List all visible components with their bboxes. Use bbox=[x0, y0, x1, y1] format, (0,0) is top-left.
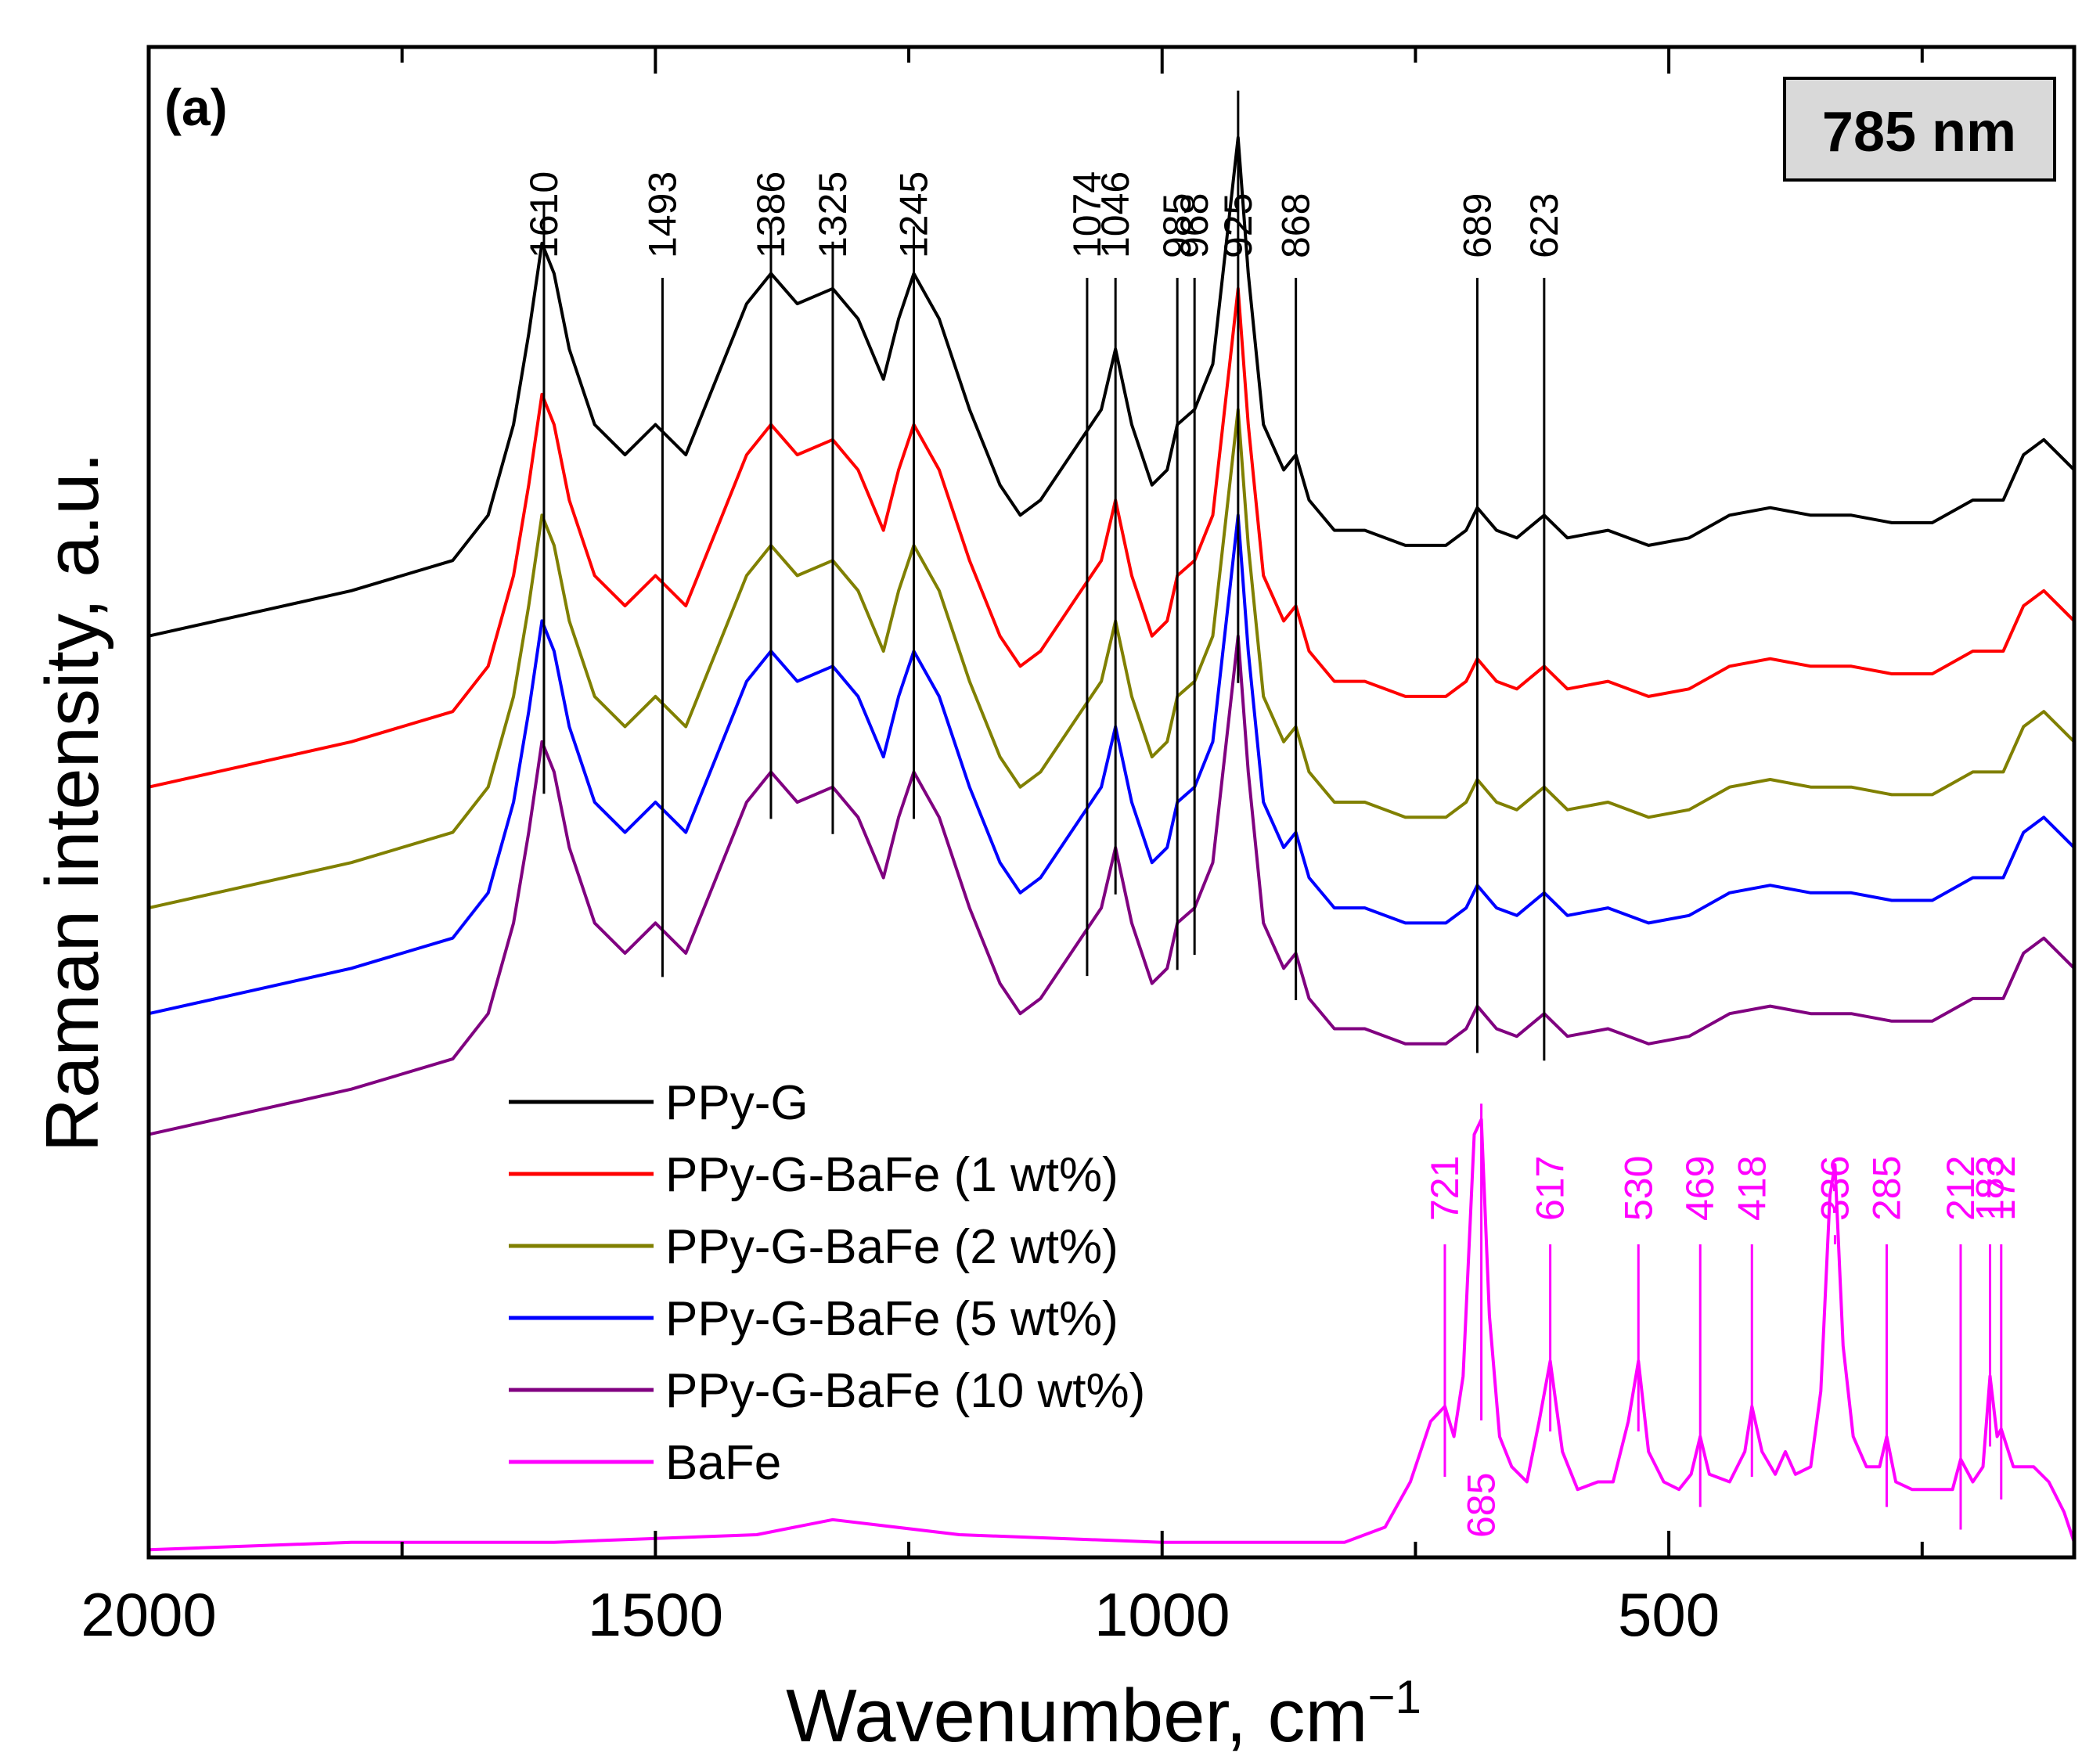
ppy-peak-label-968: 968 bbox=[1172, 193, 1216, 258]
x-tick-label-1000: 1000 bbox=[1094, 1580, 1230, 1649]
ppy-peak-label-868: 868 bbox=[1274, 193, 1318, 258]
ppy-peak-label-1074: 1074 bbox=[1065, 171, 1109, 258]
bafe-peak-label-212: 212 bbox=[1939, 1156, 1983, 1221]
bafe-peak-label-172: 172 bbox=[1979, 1156, 2023, 1221]
excitation-badge bbox=[1783, 77, 2056, 182]
ppy-peak-label-1610: 1610 bbox=[522, 171, 566, 258]
ppy-peak-label-1325: 1325 bbox=[811, 171, 855, 258]
ppy-peak-label-623: 623 bbox=[1522, 193, 1566, 258]
x-tick-label-2000: 2000 bbox=[81, 1580, 217, 1649]
x-axis-title-text: Wavenumber, cm bbox=[786, 1674, 1367, 1758]
ppy-peak-label-689: 689 bbox=[1455, 193, 1499, 258]
panel-label: (a) bbox=[164, 78, 228, 136]
legend: PPy-G PPy-G-BaFe (1 wt%) PPy-G-BaFe (2 wt%… bbox=[509, 1076, 1145, 1490]
ppy-peak-label-1493: 1493 bbox=[640, 171, 684, 258]
bafe-peak-label-721: 721 bbox=[1423, 1156, 1467, 1221]
bafe-peak-label-183: 183 bbox=[1969, 1156, 2012, 1221]
ppy-peak-label-1386: 1386 bbox=[749, 171, 793, 258]
plot-frame bbox=[146, 45, 2077, 1560]
x-tick-label-500: 500 bbox=[1618, 1580, 1720, 1649]
y-axis-title: Raman intensity, a.u. bbox=[31, 452, 114, 1153]
legend-label-2: PPy-G-BaFe (1 wt%) bbox=[665, 1148, 1118, 1202]
ppy-peak-label-925: 925 bbox=[1216, 193, 1260, 258]
x-axis-title-superscript: −1 bbox=[1367, 1671, 1421, 1723]
bafe-peak-label-530: 530 bbox=[1616, 1156, 1660, 1221]
tick-layer: 2000 1500 1000 500 bbox=[81, 47, 1924, 1649]
x-tick-label-1500: 1500 bbox=[588, 1580, 724, 1649]
legend-label-4: PPy-G-BaFe (5 wt%) bbox=[665, 1292, 1118, 1346]
bafe-peak-label-617: 617 bbox=[1529, 1156, 1572, 1221]
x-axis-title: Wavenumber, cm−1 bbox=[786, 1671, 1421, 1758]
ppy-peak-label-1245: 1245 bbox=[892, 171, 936, 258]
bafe-peak-label-336: 336 bbox=[1813, 1156, 1857, 1221]
legend-label-1: PPy-G bbox=[665, 1076, 809, 1130]
bafe-peak-label-685: 685 bbox=[1460, 1473, 1504, 1538]
excitation-label: 785 nm bbox=[1822, 101, 2016, 164]
legend-label-5: PPy-G-BaFe (10 wt%) bbox=[665, 1364, 1145, 1418]
legend-label-6: BaFe bbox=[665, 1436, 781, 1490]
bafe-peak-label-418: 418 bbox=[1730, 1156, 1774, 1221]
ppy-peak-label-1046: 1046 bbox=[1093, 171, 1137, 258]
ppy-peak-label-985: 985 bbox=[1155, 193, 1199, 258]
legend-label-3: PPy-G-BaFe (2 wt%) bbox=[665, 1220, 1118, 1274]
bafe-peak-label-469: 469 bbox=[1678, 1156, 1722, 1221]
bafe-peak-label-285: 285 bbox=[1864, 1156, 1908, 1221]
